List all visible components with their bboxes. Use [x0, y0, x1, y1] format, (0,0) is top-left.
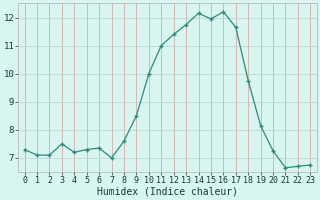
X-axis label: Humidex (Indice chaleur): Humidex (Indice chaleur) [97, 187, 238, 197]
